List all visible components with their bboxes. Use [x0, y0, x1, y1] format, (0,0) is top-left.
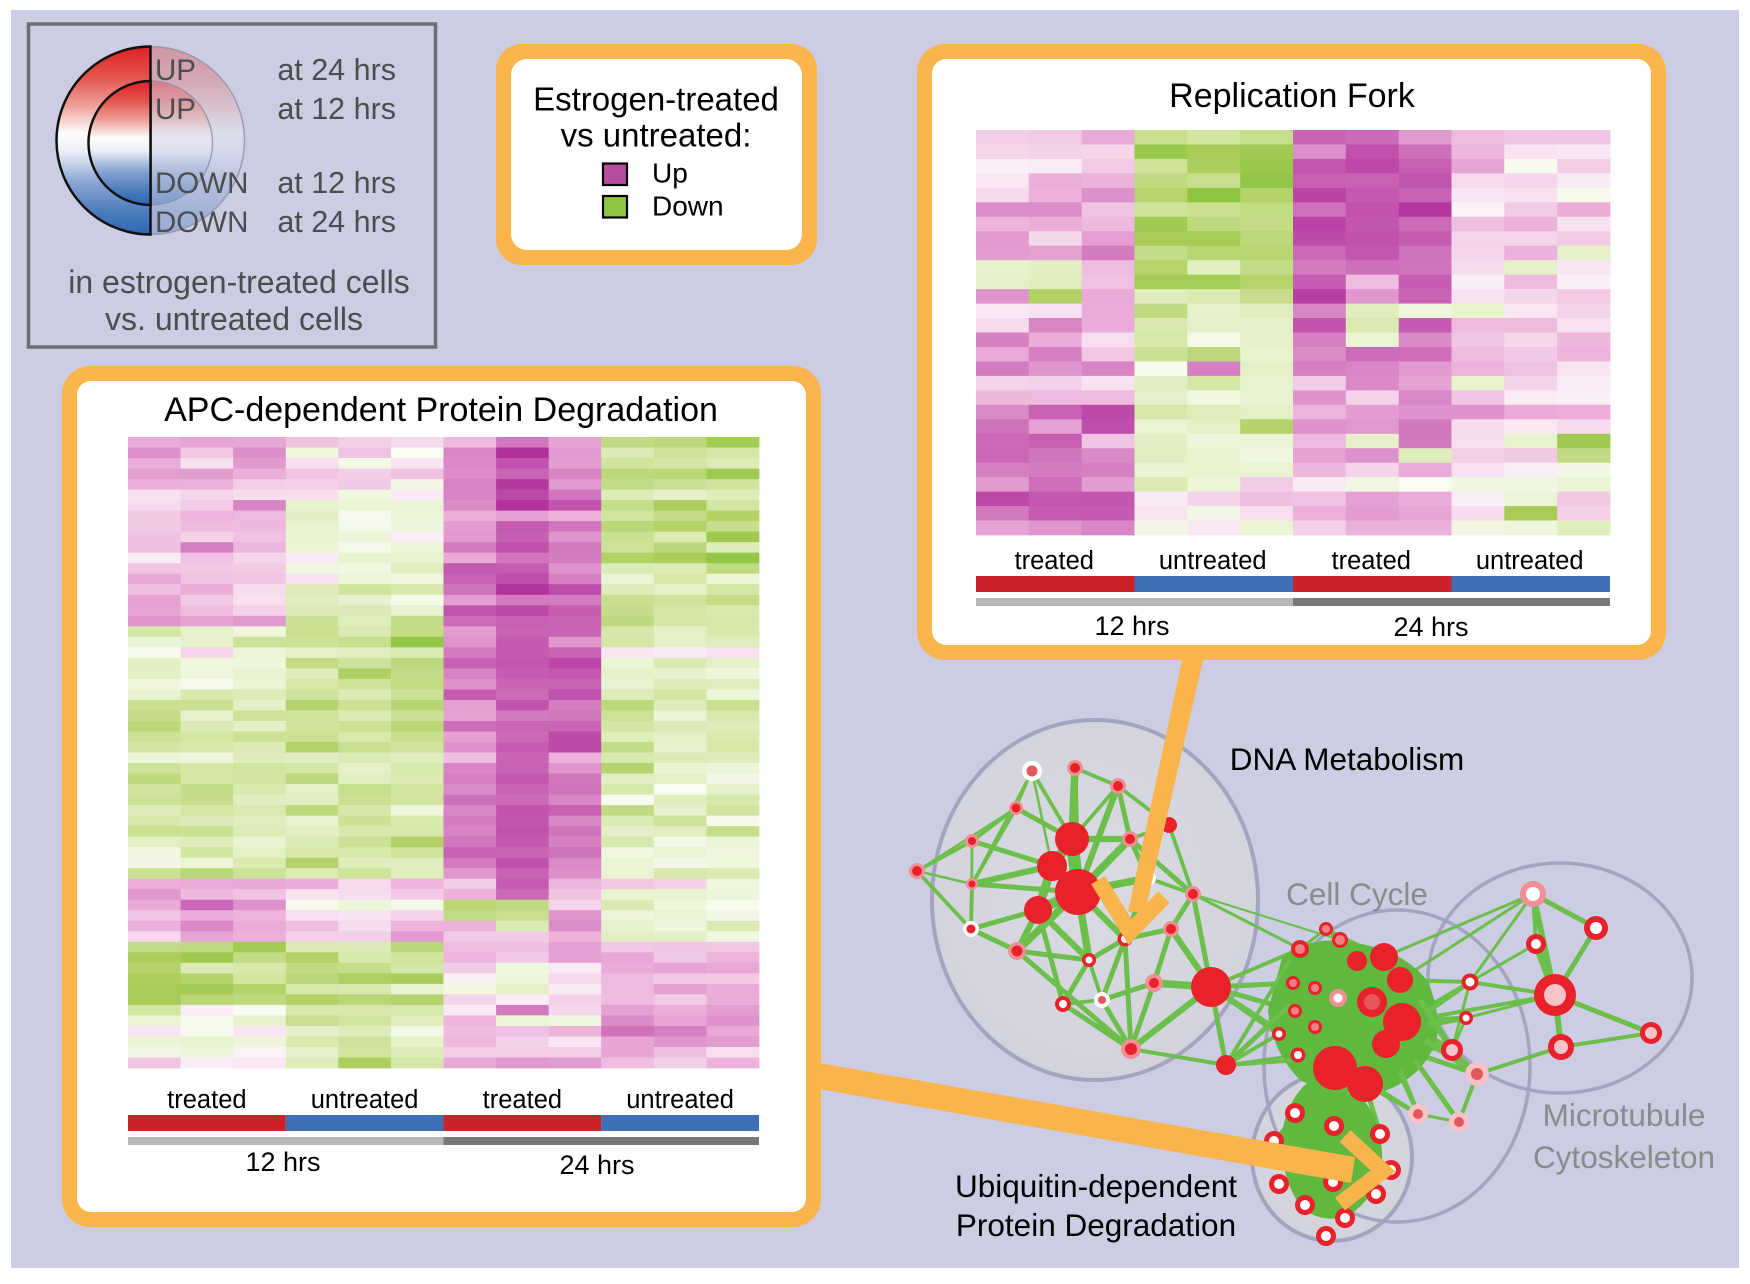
- svg-text:vs untreated:: vs untreated:: [561, 117, 752, 154]
- svg-text:Replication Fork: Replication Fork: [1169, 77, 1416, 115]
- svg-text:12 hrs: 12 hrs: [245, 1147, 320, 1177]
- svg-text:treated: treated: [1332, 547, 1411, 575]
- svg-text:UP: UP: [155, 54, 196, 87]
- svg-text:Up: Up: [652, 158, 688, 189]
- svg-text:UP: UP: [155, 93, 196, 126]
- svg-text:Estrogen-treated: Estrogen-treated: [533, 81, 779, 118]
- svg-text:DOWN: DOWN: [155, 167, 248, 200]
- svg-text:at 24 hrs: at 24 hrs: [277, 205, 396, 239]
- svg-text:untreated: untreated: [626, 1086, 734, 1114]
- svg-text:treated: treated: [483, 1086, 562, 1114]
- svg-text:at 24 hrs: at 24 hrs: [277, 53, 396, 87]
- svg-text:Cell Cycle: Cell Cycle: [1286, 876, 1428, 912]
- svg-text:Down: Down: [652, 191, 724, 222]
- svg-text:at 12 hrs: at 12 hrs: [277, 92, 396, 126]
- svg-text:24 hrs: 24 hrs: [559, 1150, 634, 1180]
- svg-text:12 hrs: 12 hrs: [1094, 611, 1169, 641]
- svg-text:in estrogen-treated cells: in estrogen-treated cells: [68, 264, 410, 300]
- svg-text:untreated: untreated: [311, 1086, 419, 1114]
- svg-text:Ubiquitin-dependent: Ubiquitin-dependent: [955, 1168, 1237, 1204]
- svg-text:DNA Metabolism: DNA Metabolism: [1230, 741, 1465, 777]
- svg-text:APC-dependent Protein Degradat: APC-dependent Protein Degradation: [164, 391, 718, 429]
- svg-text:Microtubule: Microtubule: [1543, 1097, 1706, 1133]
- svg-text:untreated: untreated: [1159, 547, 1267, 575]
- svg-text:vs. untreated cells: vs. untreated cells: [105, 301, 363, 337]
- svg-text:Protein Degradation: Protein Degradation: [956, 1207, 1236, 1243]
- svg-text:24 hrs: 24 hrs: [1393, 612, 1468, 642]
- svg-text:untreated: untreated: [1476, 547, 1584, 575]
- svg-text:treated: treated: [167, 1086, 246, 1114]
- svg-text:DOWN: DOWN: [155, 206, 248, 239]
- svg-text:Cytoskeleton: Cytoskeleton: [1533, 1139, 1715, 1175]
- svg-text:treated: treated: [1015, 547, 1094, 575]
- svg-text:at 12 hrs: at 12 hrs: [277, 166, 396, 200]
